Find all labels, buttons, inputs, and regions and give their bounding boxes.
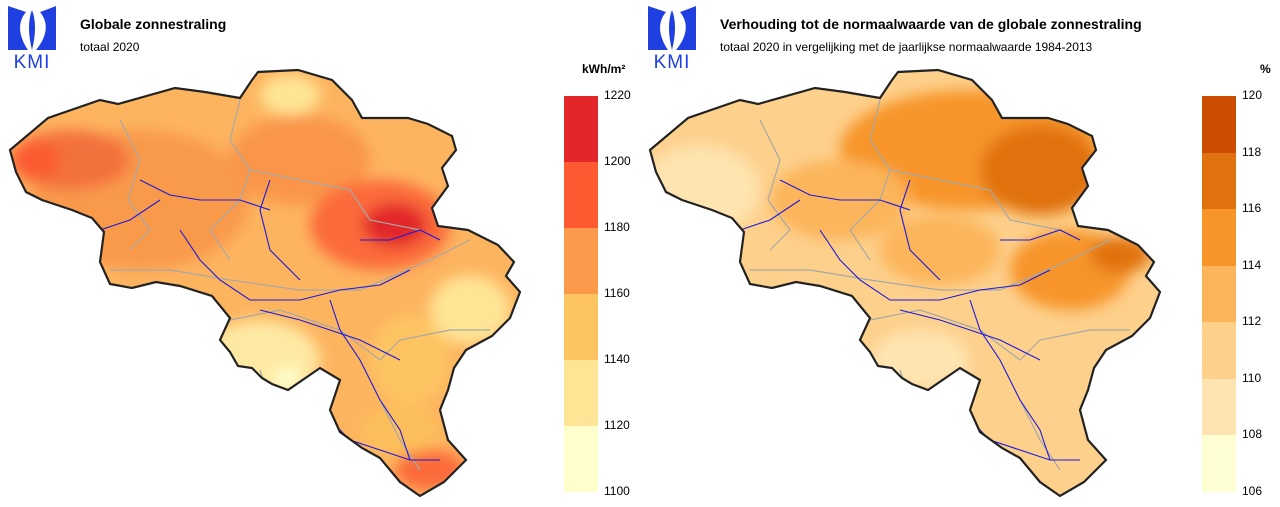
kmi-logo-text: KMI [653,52,691,73]
color-legend: 1220 1200 1180 1160 1140 1120 1100 [564,88,640,498]
kmi-logo: KMI [6,4,58,73]
color-legend: 120 118 116 114 112 110 108 106 [1202,88,1280,498]
legend-tick-label: 110 [1242,370,1262,385]
legend-tick-label: 116 [1242,201,1262,216]
legend-swatch [1202,265,1236,323]
legend-tick-label: 106 [1242,484,1263,498]
legend-tick-label: 112 [1242,314,1262,329]
legend-swatch [564,360,598,426]
kmi-logo-icon [8,6,56,50]
belgium-ratio-map [648,68,1162,498]
legend-tick-label: 1120 [604,418,630,432]
legend-swatch [1202,152,1236,210]
kmi-logo: KMI [646,4,698,73]
kmi-logo-icon [648,6,696,50]
legend-unit: % [1260,62,1271,76]
legend-tick-label: 1180 [604,220,630,234]
legend-swatch [564,426,598,492]
legend-swatch [1202,378,1236,436]
legend-swatch [564,162,598,228]
legend-tick-label: 114 [1242,257,1262,272]
belgium-radiation-map [8,68,522,498]
legend-swatch [564,96,598,162]
map-title: Verhouding tot de normaalwaarde van de g… [720,16,1142,32]
legend-swatch [564,294,598,360]
legend-tick-label: 108 [1242,427,1263,442]
legend-swatch [1202,96,1236,153]
map-subtitle: totaal 2020 [80,40,140,54]
legend-swatch [1202,209,1236,266]
belgium-border [8,68,522,498]
legend-swatch [1202,322,1236,379]
legend-tick-label: 1160 [604,286,630,300]
legend-unit: kWh/m² [582,62,626,76]
legend-swatch [564,228,598,294]
map-subtitle: totaal 2020 in vergelijking met de jaarl… [720,40,1093,54]
kmi-logo-text: KMI [13,52,51,73]
left-map-panel: KMI Globale zonnestraling totaal 2020 kW… [6,4,640,498]
right-map-panel: KMI Verhouding tot de normaalwaarde van … [640,0,1280,507]
legend-swatch [1202,435,1236,492]
legend-tick-label: 118 [1242,144,1262,159]
legend-tick-label: 1100 [604,484,630,498]
legend-tick-label: 1140 [604,352,630,366]
legend-tick-label: 120 [1242,88,1263,102]
map-title: Globale zonnestraling [80,16,227,32]
legend-tick-label: 1200 [604,154,631,168]
belgium-border [648,68,1162,498]
legend-tick-label: 1220 [604,88,631,102]
